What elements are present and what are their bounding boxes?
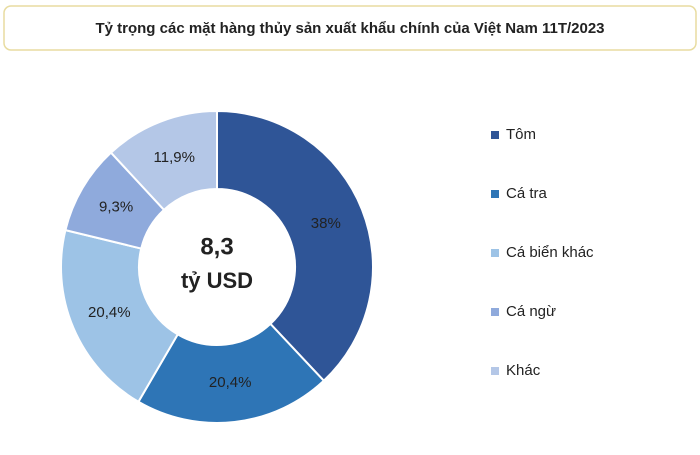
- donut-slice: [216, 109, 374, 383]
- legend-swatch: [491, 249, 499, 257]
- legend-swatch: [491, 308, 499, 316]
- legend-label: Cá biển khác: [506, 244, 594, 261]
- donut-slice: [137, 322, 326, 424]
- legend-label: Khác: [506, 362, 541, 379]
- data-label: 38%: [311, 215, 341, 232]
- chart-title: Tỷ trọng các mặt hàng thủy sản xuất khẩu…: [95, 20, 604, 37]
- legend-swatch: [491, 190, 499, 198]
- legend-swatch: [491, 367, 499, 375]
- legend-label: Cá tra: [506, 185, 548, 202]
- legend-label: Tôm: [506, 126, 536, 143]
- center-unit: tỷ USD: [181, 268, 253, 293]
- center-value: 8,3: [200, 233, 233, 260]
- legend-label: Cá ngừ: [506, 303, 556, 320]
- legend-swatch: [491, 131, 499, 139]
- donut-slice: [109, 109, 218, 212]
- title-box: [3, 5, 697, 51]
- donut-slice: [60, 228, 180, 404]
- data-label: 11,9%: [154, 149, 195, 166]
- data-label: 9,3%: [99, 199, 133, 216]
- data-label: 20,4%: [88, 304, 131, 321]
- data-label: 20,4%: [209, 374, 252, 391]
